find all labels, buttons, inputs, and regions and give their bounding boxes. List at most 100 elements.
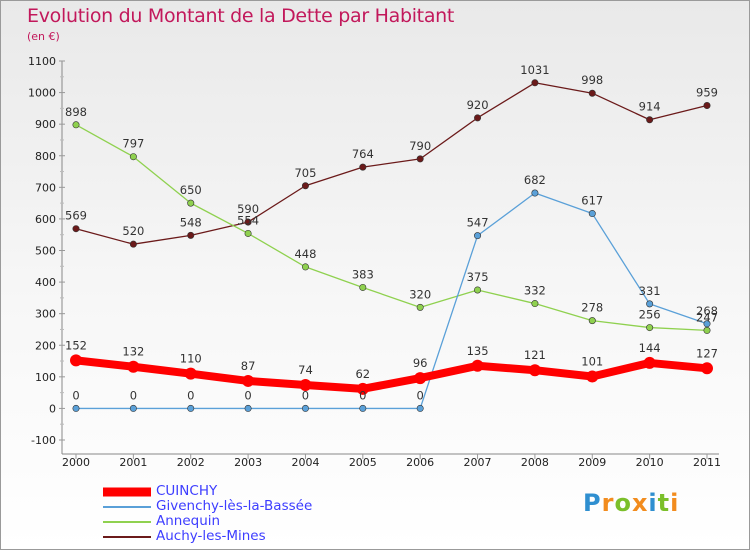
data-point	[127, 360, 140, 373]
data-point	[586, 370, 599, 383]
y-tick-label: 400	[35, 276, 56, 289]
data-point	[703, 326, 711, 334]
data-label: 375	[467, 270, 489, 284]
series-line	[75, 192, 708, 410]
data-point	[416, 404, 424, 412]
data-point	[646, 116, 654, 124]
legend-swatch	[103, 506, 151, 508]
data-label: 87	[241, 359, 256, 373]
data-label: 152	[65, 338, 87, 352]
legend-label: Givenchy-lès-la-Bassée	[156, 498, 313, 514]
x-tick-label: 2004	[291, 456, 319, 469]
data-point	[531, 79, 539, 87]
series-line	[72, 356, 711, 393]
data-label: 320	[409, 287, 431, 301]
proxiti-logo: Proxiti	[583, 489, 679, 517]
data-point	[299, 379, 312, 392]
data-label: 617	[581, 194, 603, 208]
data-label: 62	[355, 367, 370, 381]
x-tick-label: 2006	[406, 456, 434, 469]
data-label: 705	[294, 166, 316, 180]
data-point	[301, 404, 309, 412]
data-point	[129, 240, 137, 248]
x-tick-label: 2007	[464, 456, 492, 469]
data-point	[359, 404, 367, 412]
data-label: 127	[696, 346, 718, 360]
data-label: 547	[467, 216, 489, 230]
y-tick-label: 200	[35, 339, 56, 352]
data-point	[359, 163, 367, 171]
y-tick-label: 1000	[28, 87, 56, 100]
y-tick-label: 300	[35, 308, 56, 321]
data-point	[244, 218, 252, 226]
chart-title: Evolution du Montant de la Dette par Hab…	[27, 5, 455, 27]
data-label: 331	[639, 284, 661, 298]
x-axis-ticks: 2000 2001 2002 2003 2004 2005 2006 2007 2008 2009…	[62, 454, 721, 469]
data-label: 590	[237, 202, 259, 216]
x-tick-label: 2010	[636, 456, 664, 469]
y-tick-label: 800	[35, 150, 56, 163]
y-tick-label: 100	[35, 371, 56, 384]
y-tick-label: 0	[49, 402, 56, 415]
y-tick-label: -100	[31, 434, 56, 447]
data-label: 790	[409, 139, 431, 153]
data-point	[531, 189, 539, 197]
legend-label: CUINCHY	[156, 483, 218, 499]
series-line	[75, 82, 708, 245]
data-point	[416, 155, 424, 163]
logo-letter: P	[583, 489, 602, 517]
x-tick-label: 2002	[177, 456, 205, 469]
y-axis-ticks: -100 0 100 200 300 400 500 600 700 800 900 1000 1100	[28, 55, 65, 447]
data-point	[242, 374, 255, 387]
data-point	[703, 320, 711, 328]
data-point	[588, 210, 596, 218]
legend-label: Auchy-les-Mines	[156, 528, 266, 544]
logo-letter: r	[601, 489, 615, 517]
data-point	[187, 199, 195, 207]
y-tick-label: 900	[35, 118, 56, 131]
data-point	[301, 263, 309, 271]
data-point	[356, 382, 369, 395]
data-label: 268	[696, 304, 718, 318]
axes	[61, 61, 719, 455]
data-point	[129, 153, 137, 161]
data-point	[588, 89, 596, 97]
legend-swatch	[103, 536, 151, 538]
data-label: 144	[639, 341, 661, 355]
data-label: 0	[302, 388, 309, 402]
data-point	[701, 362, 713, 375]
data-label: 797	[122, 137, 144, 151]
data-label: 74	[298, 363, 313, 377]
data-point	[244, 229, 252, 237]
data-point	[70, 354, 82, 367]
data-label: 554	[237, 213, 259, 227]
data-point	[72, 404, 80, 412]
data-point	[703, 102, 711, 110]
data-label: 548	[180, 215, 202, 229]
data-label: 0	[244, 388, 251, 402]
data-point	[129, 404, 137, 412]
data-label: 998	[581, 73, 603, 87]
legend-swatch	[103, 521, 151, 523]
data-point	[588, 317, 596, 325]
y-tick-label: 500	[35, 245, 56, 258]
data-labels: 569 520 548 590 705 764 790 920 1031 998 914 959 898…	[65, 63, 718, 403]
data-point	[359, 283, 367, 291]
y-tick-label: 600	[35, 213, 56, 226]
series-layer	[70, 79, 713, 412]
logo-letter: o	[614, 489, 632, 517]
data-point	[474, 114, 482, 122]
data-point	[244, 404, 252, 412]
data-point	[184, 367, 197, 380]
data-label: 0	[72, 388, 79, 402]
data-label: 1031	[520, 63, 549, 77]
series-line	[75, 124, 708, 332]
data-point	[474, 232, 482, 240]
data-label: 0	[187, 388, 194, 402]
data-label: 135	[467, 344, 489, 358]
x-tick-label: 2005	[349, 456, 377, 469]
data-point	[416, 303, 424, 311]
data-label: 96	[413, 356, 428, 370]
x-tick-label: 2009	[578, 456, 606, 469]
